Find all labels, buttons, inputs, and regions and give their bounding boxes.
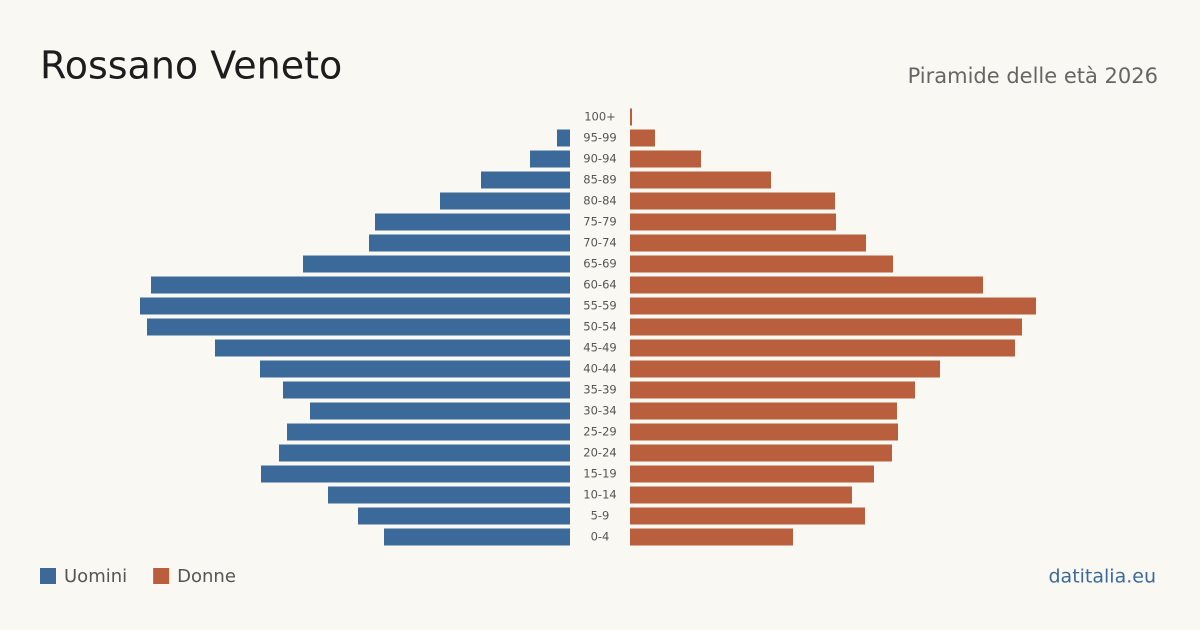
bar: [140, 297, 570, 315]
age-label: 25-29: [583, 425, 616, 439]
bar: [215, 339, 570, 357]
age-label: 5-9: [591, 509, 610, 523]
bar: [630, 381, 915, 399]
age-label: 60-64: [583, 278, 616, 292]
bar: [630, 297, 1036, 315]
bar: [630, 402, 897, 420]
bar: [147, 318, 570, 336]
age-label: 30-34: [583, 404, 616, 418]
bar: [384, 528, 570, 546]
bar: [630, 318, 1022, 336]
age-label: 85-89: [583, 173, 616, 187]
bar: [151, 276, 570, 294]
chart-subtitle: Piramide delle età 2026: [908, 64, 1158, 88]
source: datitalia.eu: [1049, 566, 1157, 588]
age-label: 45-49: [583, 341, 616, 355]
age-label: 20-24: [583, 446, 616, 460]
bar: [557, 129, 570, 147]
age-label: 10-14: [583, 488, 616, 502]
bar: [481, 171, 570, 189]
legend-label: Uomini: [64, 566, 127, 587]
age-label: 55-59: [583, 299, 616, 313]
bar: [279, 444, 570, 462]
age-label: 40-44: [583, 362, 616, 376]
bar: [630, 108, 632, 126]
bar: [630, 528, 793, 546]
bar: [630, 276, 983, 294]
legend-swatch: [40, 568, 56, 584]
age-label: 75-79: [583, 215, 616, 229]
bar: [630, 444, 892, 462]
bar: [630, 192, 835, 210]
age-label: 100+: [584, 110, 616, 124]
bar: [310, 402, 570, 420]
bar: [369, 234, 570, 252]
legend-label: Donne: [177, 566, 236, 587]
age-label: 15-19: [583, 467, 616, 481]
bar: [440, 192, 570, 210]
bar: [630, 150, 701, 168]
bar: [261, 465, 570, 483]
chart-title: Rossano Veneto: [40, 44, 342, 88]
bar: [303, 255, 570, 273]
bar: [260, 360, 570, 378]
age-label: 70-74: [583, 236, 616, 250]
bar: [630, 129, 655, 147]
bar: [630, 486, 852, 504]
age-label: 65-69: [583, 257, 616, 271]
bar: [283, 381, 570, 399]
age-label: 50-54: [583, 320, 616, 334]
bar: [358, 507, 570, 525]
age-label: 90-94: [583, 152, 616, 166]
bar: [630, 171, 771, 189]
bar: [287, 423, 570, 441]
bar: [328, 486, 570, 504]
bar: [630, 339, 1015, 357]
bar: [630, 423, 898, 441]
bar: [630, 255, 893, 273]
bar: [375, 213, 570, 231]
bar: [630, 213, 836, 231]
bar: [530, 150, 570, 168]
age-label: 95-99: [583, 131, 616, 145]
bar: [630, 234, 866, 252]
age-label: 80-84: [583, 194, 616, 208]
bar: [630, 507, 865, 525]
age-label: 35-39: [583, 383, 616, 397]
legend-swatch: [153, 568, 170, 584]
bar: [630, 465, 874, 483]
bar: [630, 360, 940, 378]
age-label: 0-4: [591, 530, 610, 544]
